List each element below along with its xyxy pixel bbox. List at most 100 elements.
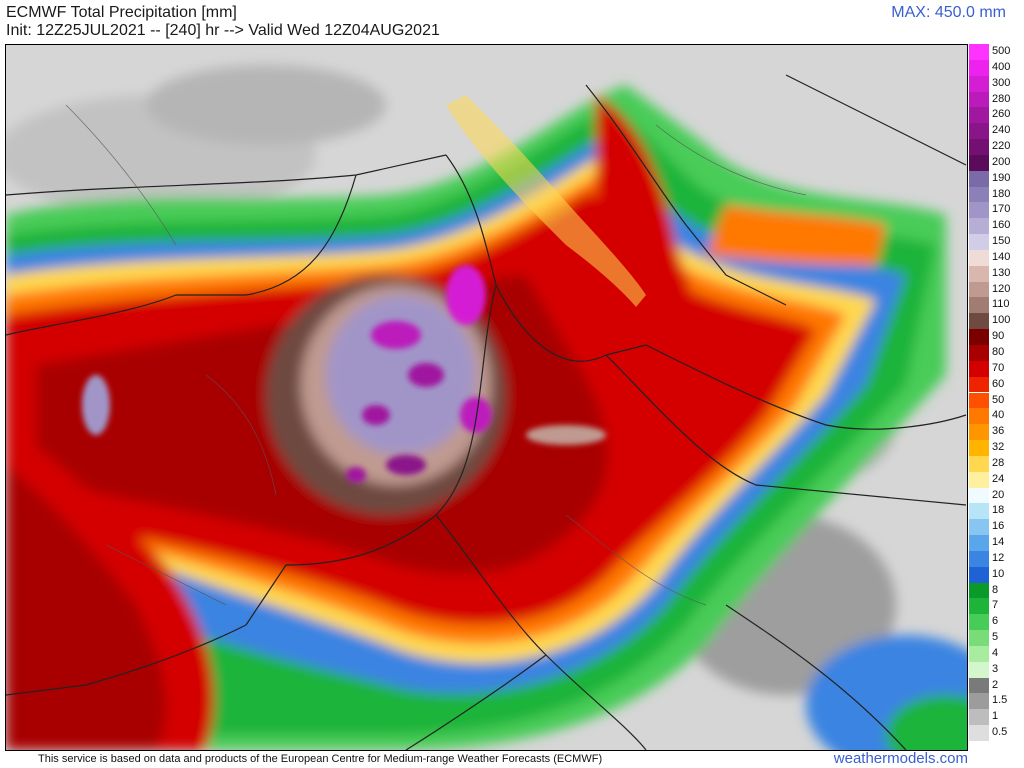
legend-swatch <box>969 550 989 567</box>
legend-label: 14 <box>992 536 1005 549</box>
legend-label: 16 <box>992 520 1005 533</box>
legend-label: 0.5 <box>992 726 1008 739</box>
max-value-label: MAX: 450.0 mm <box>891 4 1006 21</box>
legend-swatch <box>969 202 989 219</box>
legend-entry: 20 <box>969 487 1024 504</box>
map-title: ECMWF Total Precipitation [mm] <box>6 4 237 21</box>
legend-entry: 140 <box>969 249 1024 266</box>
legend-entry: 280 <box>969 91 1024 108</box>
legend-swatch <box>969 519 989 536</box>
legend-label: 5 <box>992 631 999 644</box>
legend-entry: 0.5 <box>969 725 1024 741</box>
legend-entry: 130 <box>969 265 1024 282</box>
legend-swatch <box>969 614 989 631</box>
legend-entry: 16 <box>969 519 1024 536</box>
legend-swatch <box>969 645 989 662</box>
legend-entry: 170 <box>969 202 1024 219</box>
legend-entry: 28 <box>969 455 1024 472</box>
legend-label: 10 <box>992 567 1005 580</box>
legend-entry: 190 <box>969 170 1024 187</box>
legend-swatch <box>969 344 989 361</box>
legend-label: 24 <box>992 472 1005 485</box>
legend-label: 160 <box>992 219 1011 232</box>
legend-entry: 160 <box>969 218 1024 235</box>
legend-entry: 120 <box>969 281 1024 298</box>
legend-entry: 14 <box>969 535 1024 551</box>
legend-entry: 12 <box>969 550 1024 567</box>
legend-label: 80 <box>992 345 1005 358</box>
legend-swatch <box>969 91 989 108</box>
legend-entry: 6 <box>969 614 1024 631</box>
legend-label: 1 <box>992 710 999 723</box>
legend-label: 18 <box>992 504 1005 517</box>
legend-entry: 400 <box>969 59 1024 76</box>
legend-swatch <box>969 725 989 741</box>
legend-swatch <box>969 234 989 250</box>
legend-label: 3 <box>992 662 999 675</box>
legend-label: 8 <box>992 583 999 596</box>
legend-entry: 2 <box>969 677 1024 694</box>
legend-entry: 90 <box>969 329 1024 345</box>
legend-swatch <box>969 218 989 235</box>
legend-label: 110 <box>992 298 1010 311</box>
legend-entry: 24 <box>969 471 1024 488</box>
legend-swatch <box>969 424 989 440</box>
legend-label: 140 <box>992 250 1011 263</box>
legend-label: 7 <box>992 599 999 612</box>
legend-swatch <box>969 661 989 678</box>
legend-entry: 110 <box>969 297 1024 314</box>
legend-swatch <box>969 281 989 298</box>
legend-swatch <box>969 123 989 140</box>
legend-swatch <box>969 566 989 583</box>
legend-swatch <box>969 598 989 615</box>
legend-swatch <box>969 139 989 155</box>
legend-label: 4 <box>992 646 999 659</box>
legend-entry: 70 <box>969 360 1024 377</box>
legend-entry: 18 <box>969 503 1024 520</box>
legend-label: 60 <box>992 377 1005 390</box>
legend-swatch <box>969 535 989 551</box>
legend-label: 240 <box>992 124 1011 137</box>
legend-label: 1.5 <box>992 694 1008 707</box>
legend-swatch <box>969 487 989 504</box>
legend-label: 170 <box>992 203 1011 216</box>
legend-entry: 500 <box>969 44 1024 60</box>
legend-entry: 260 <box>969 107 1024 124</box>
legend-label: 150 <box>992 235 1011 248</box>
precipitation-field <box>6 45 967 750</box>
legend-label: 6 <box>992 615 999 628</box>
legend-entry: 1 <box>969 709 1024 726</box>
legend-entry: 100 <box>969 313 1024 330</box>
legend-swatch <box>969 154 989 171</box>
legend-entry: 50 <box>969 392 1024 409</box>
legend-entry: 180 <box>969 186 1024 203</box>
precip-legend: 500 400 300 280 260 240 220 200 190 180 170 160 150 1… <box>969 44 1024 741</box>
legend-swatch <box>969 440 989 456</box>
legend-swatch <box>969 186 989 203</box>
precipitation-map <box>5 44 968 751</box>
ecmwf-credit: This service is based on data and produc… <box>38 753 603 765</box>
legend-entry: 80 <box>969 344 1024 361</box>
init-valid-time: Init: 12Z25JUL2021 -- [240] hr --> Valid… <box>6 22 440 39</box>
legend-label: 190 <box>992 171 1011 184</box>
legend-label: 180 <box>992 187 1011 200</box>
legend-swatch <box>969 677 989 694</box>
legend-label: 130 <box>992 266 1011 279</box>
legend-label: 280 <box>992 92 1011 105</box>
legend-label: 32 <box>992 441 1005 454</box>
legend-label: 12 <box>992 551 1005 564</box>
legend-label: 28 <box>992 456 1005 469</box>
legend-entry: 10 <box>969 566 1024 583</box>
legend-entry: 7 <box>969 598 1024 615</box>
legend-entry: 8 <box>969 582 1024 599</box>
legend-label: 90 <box>992 330 1005 343</box>
legend-entry: 40 <box>969 408 1024 425</box>
weathermodels-brand[interactable]: weathermodels.com <box>833 750 968 767</box>
legend-swatch <box>969 693 989 710</box>
legend-swatch <box>969 313 989 330</box>
legend-swatch <box>969 630 989 646</box>
legend-entry: 150 <box>969 234 1024 250</box>
legend-swatch <box>969 59 989 76</box>
legend-label: 200 <box>992 155 1011 168</box>
legend-swatch <box>969 360 989 377</box>
